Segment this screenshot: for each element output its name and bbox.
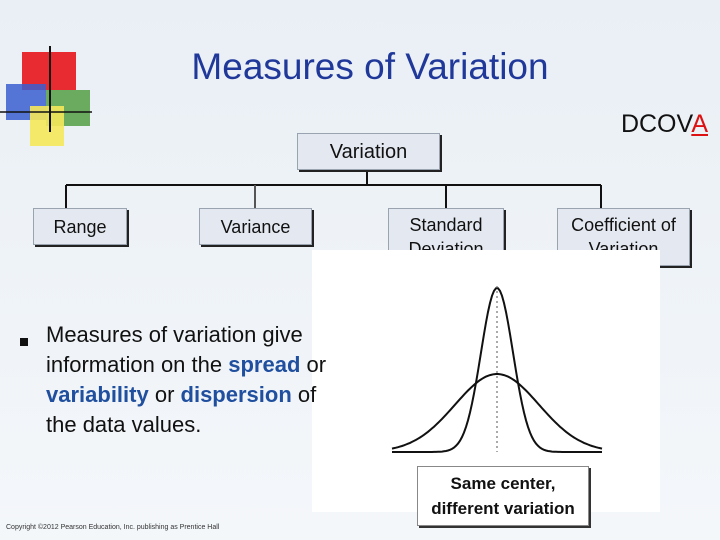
emphasis: spread	[228, 352, 301, 377]
tag-prefix: DCOV	[620, 110, 692, 138]
text: or	[148, 382, 181, 407]
title: Measures of Variation	[191, 46, 549, 87]
bullet-mark	[20, 338, 28, 346]
curves	[391, 286, 603, 453]
tree-node: Variance	[199, 208, 312, 245]
footer: Copyright ©2012 Pearson Education, Inc. …	[6, 524, 220, 531]
tree-node: Range	[33, 208, 127, 245]
caption: Same center, different variation	[417, 466, 589, 526]
emphasis: variability	[46, 382, 149, 407]
text: of the data values.	[46, 382, 317, 437]
tree-root: Variation	[297, 133, 440, 170]
wide-curve	[391, 373, 603, 450]
bullet-text: Measures of variation give information o…	[46, 320, 336, 440]
narrow-curve	[392, 287, 602, 453]
text: or	[300, 352, 327, 377]
emphasis: dispersion	[180, 382, 292, 407]
tag: DCOVA	[621, 110, 708, 139]
text: Measures of variation give information o…	[46, 322, 303, 377]
tag-highlight: A	[691, 110, 708, 138]
